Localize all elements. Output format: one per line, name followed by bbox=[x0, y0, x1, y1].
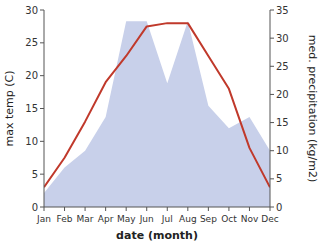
x-tick-label: Nov bbox=[241, 214, 259, 224]
x-tick bbox=[85, 207, 86, 211]
y2-tick-label: 5 bbox=[276, 173, 282, 184]
y-tick bbox=[40, 108, 44, 109]
x-tick-label: Sep bbox=[200, 214, 217, 224]
x-tick-label: Apr bbox=[98, 214, 114, 224]
y-tick bbox=[40, 75, 44, 76]
y-tick bbox=[40, 141, 44, 142]
y2-tick bbox=[270, 207, 274, 208]
y2-tick bbox=[270, 94, 274, 95]
y2-tick-label: 30 bbox=[276, 33, 289, 44]
y2-tick bbox=[270, 66, 274, 67]
y2-tick-label: 25 bbox=[276, 61, 289, 72]
y2-tick bbox=[270, 10, 274, 11]
y2-tick bbox=[270, 38, 274, 39]
line bbox=[44, 23, 270, 187]
x-tick bbox=[167, 207, 168, 211]
y-tick-label: 10 bbox=[25, 136, 38, 147]
plot-area bbox=[44, 21, 270, 207]
y-tick bbox=[40, 10, 44, 11]
y2-tick-label: 20 bbox=[276, 89, 289, 100]
x-tick bbox=[187, 207, 188, 211]
x-tick-label: Dec bbox=[261, 214, 278, 224]
y-tick bbox=[40, 42, 44, 43]
y2-tick bbox=[270, 122, 274, 123]
x-tick bbox=[228, 207, 229, 211]
y-tick bbox=[40, 207, 44, 208]
y2-tick-label: 10 bbox=[276, 145, 289, 156]
x-tick-label: May bbox=[117, 214, 136, 224]
x-tick-label: Jan bbox=[36, 214, 51, 224]
x-axis-label: date (month) bbox=[116, 229, 198, 242]
area bbox=[44, 21, 270, 207]
x-tick bbox=[105, 207, 106, 211]
y-tick-label: 30 bbox=[25, 5, 38, 16]
chart: JanFebMarAprMayJunJulAugSepOctNovDec0510… bbox=[0, 0, 318, 247]
y2-tick bbox=[270, 178, 274, 179]
y2-tick-label: 0 bbox=[276, 202, 282, 213]
x-tick bbox=[146, 207, 147, 211]
x-tick-label: Aug bbox=[179, 214, 197, 224]
y2-tick-label: 35 bbox=[276, 5, 289, 16]
x-tick bbox=[249, 207, 250, 211]
x-tick-label: Oct bbox=[221, 214, 237, 224]
x-tick bbox=[208, 207, 209, 211]
x-tick bbox=[126, 207, 127, 211]
y2-tick-label: 15 bbox=[276, 117, 289, 128]
y-axis-label: max temp (C) bbox=[3, 70, 16, 146]
y-tick-label: 25 bbox=[25, 37, 38, 48]
x-tick bbox=[270, 207, 271, 211]
y-tick bbox=[40, 174, 44, 175]
y-tick-label: 15 bbox=[25, 103, 38, 114]
y2-axis-label: med. precipitation (kg/m2) bbox=[306, 35, 318, 183]
x-tick-label: Feb bbox=[57, 214, 73, 224]
x-tick bbox=[44, 207, 45, 211]
axes: JanFebMarAprMayJunJulAugSepOctNovDec0510… bbox=[25, 5, 288, 225]
y-tick-label: 5 bbox=[32, 169, 38, 180]
y2-axis-line bbox=[270, 10, 271, 207]
x-tick-label: Mar bbox=[77, 214, 94, 224]
x-tick-label: Jun bbox=[139, 214, 154, 224]
y2-tick bbox=[270, 150, 274, 151]
x-axis-line bbox=[44, 207, 270, 208]
x-tick-label: Jul bbox=[161, 214, 173, 224]
x-tick bbox=[64, 207, 65, 211]
y-tick-label: 0 bbox=[32, 202, 38, 213]
chart-container: JanFebMarAprMayJunJulAugSepOctNovDec0510… bbox=[0, 0, 318, 247]
y-tick-label: 20 bbox=[25, 70, 38, 81]
